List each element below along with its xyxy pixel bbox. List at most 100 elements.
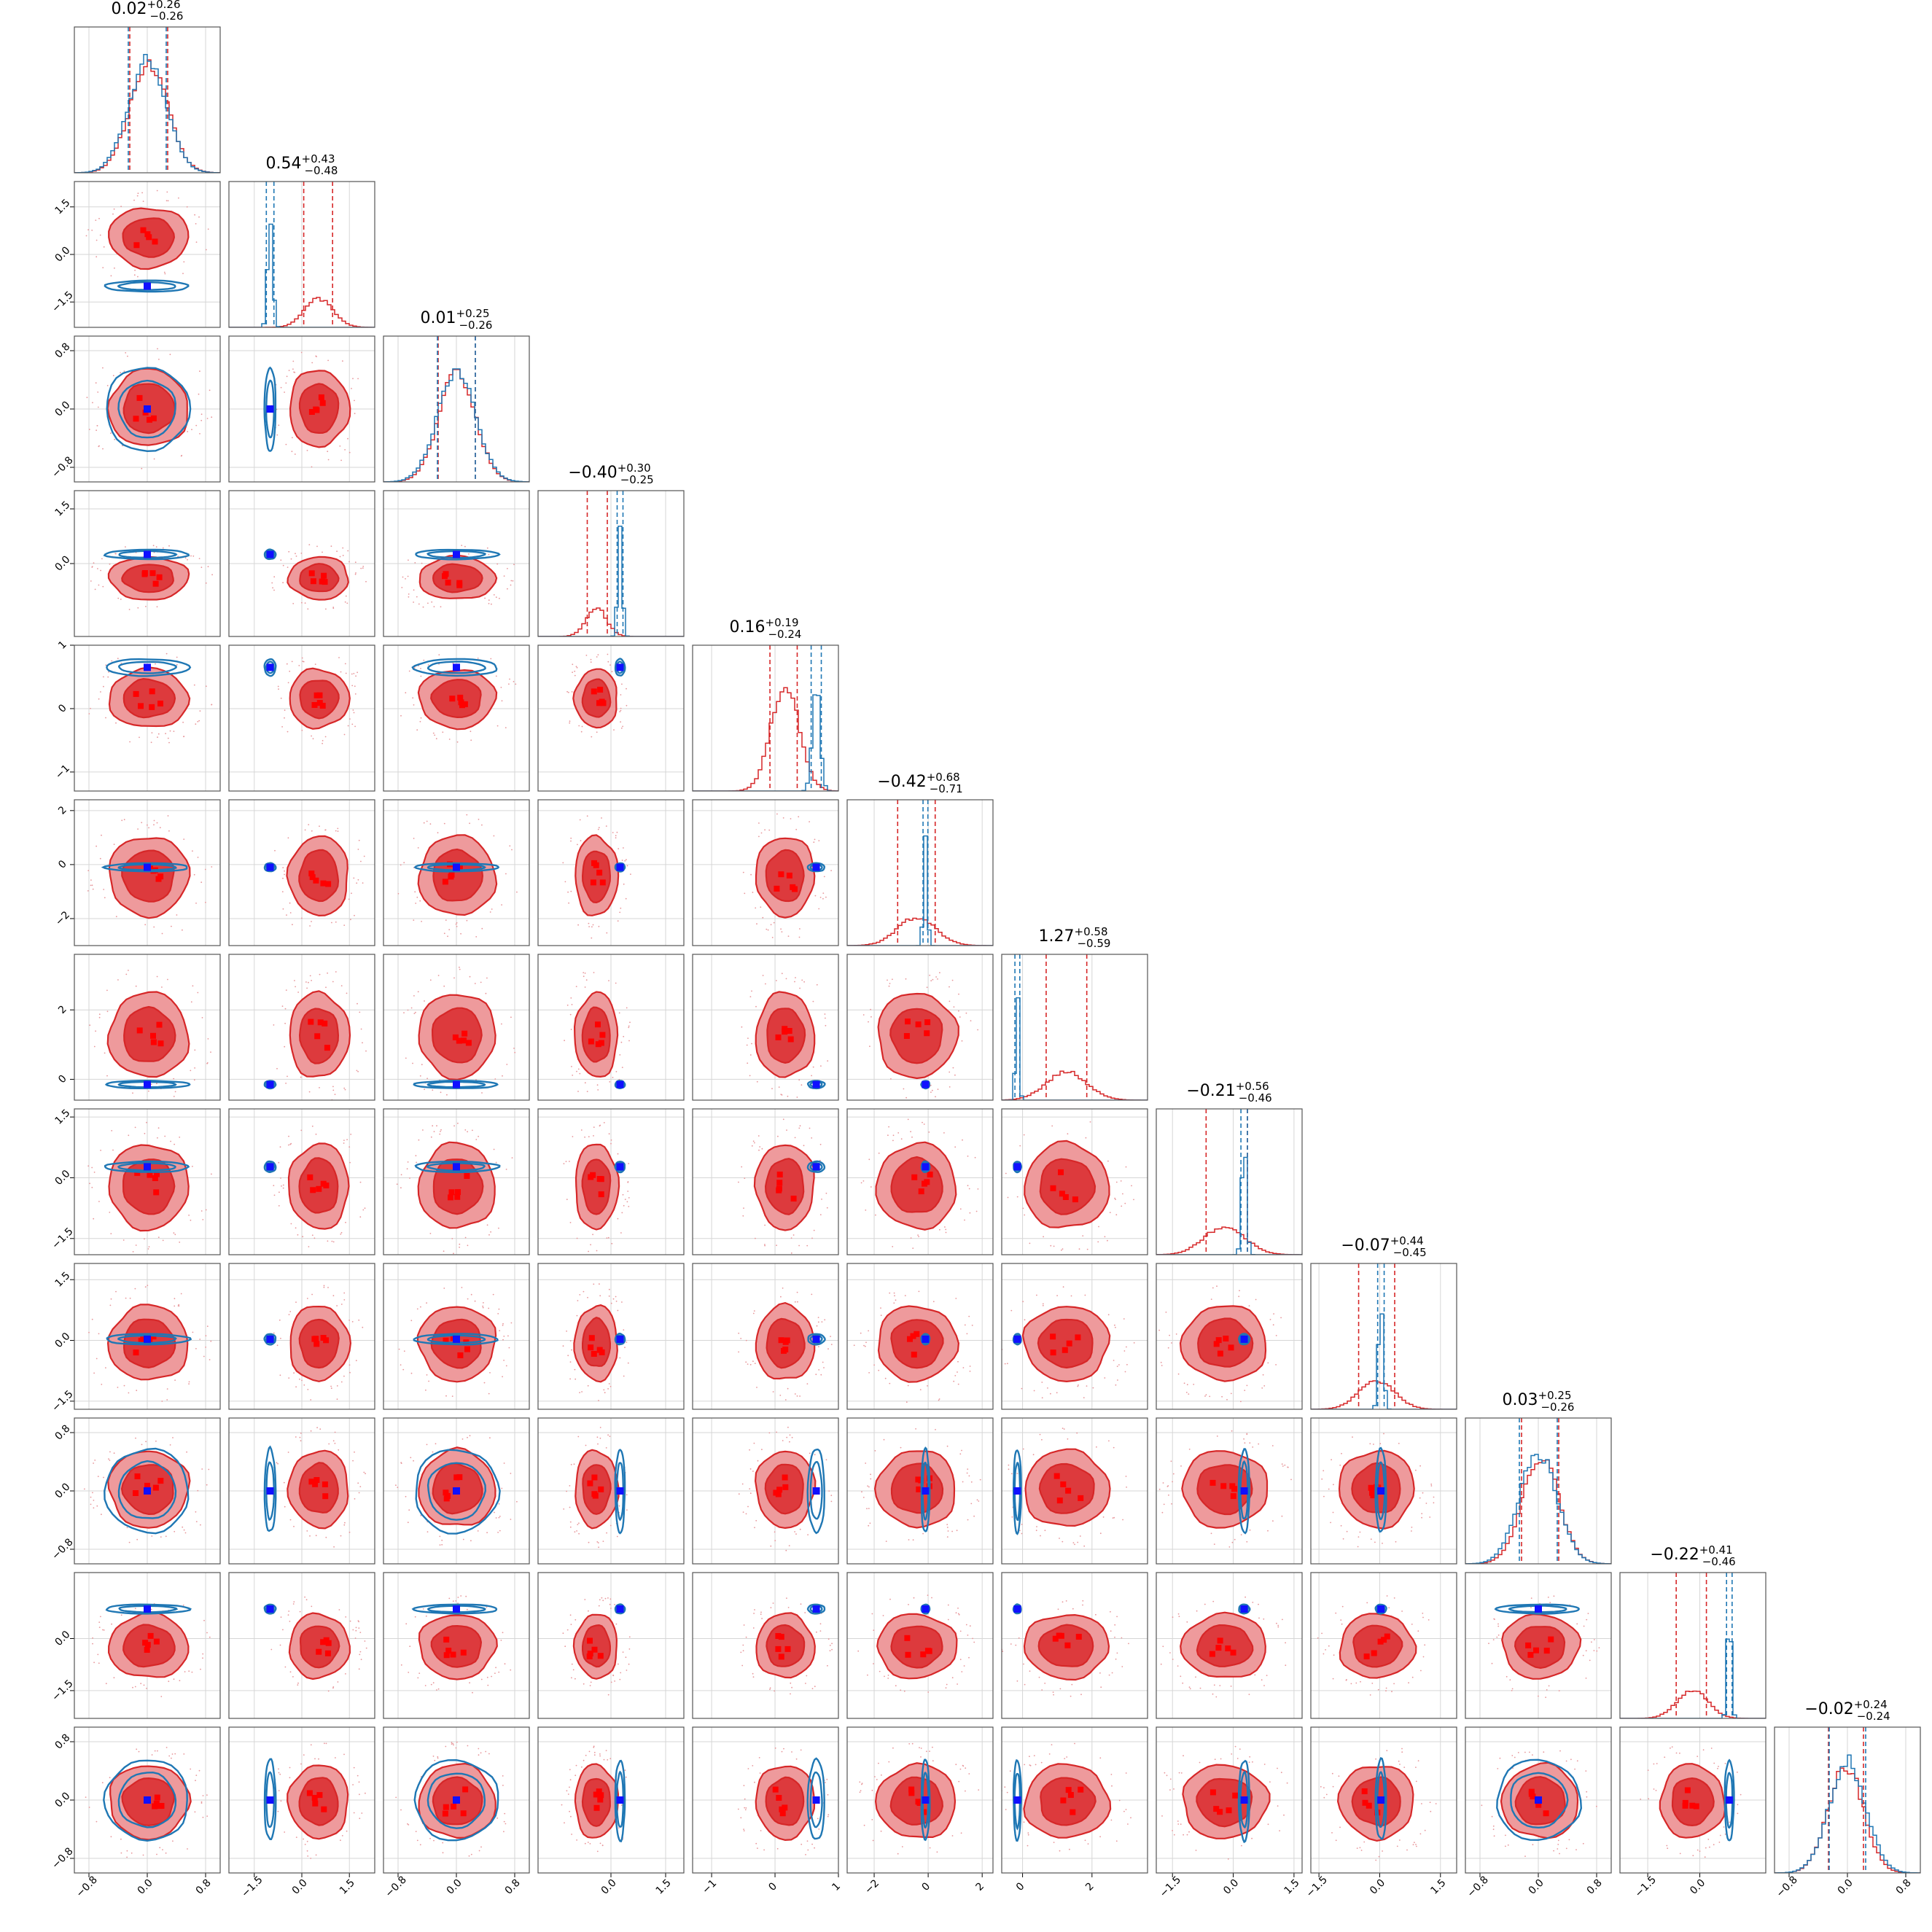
sample-dot (1332, 1511, 1334, 1514)
sample-dot (861, 1491, 862, 1493)
contour-panel-10-1 (228, 1572, 375, 1719)
y-tick-label: 0.0 (52, 553, 72, 573)
sample-dot (1342, 1538, 1344, 1540)
sample-dot (102, 267, 104, 268)
sample-dot (129, 741, 131, 743)
sample-dot (1216, 1436, 1218, 1437)
sample-dot (312, 738, 314, 740)
sample-dot (311, 466, 313, 468)
sample-dot (747, 1363, 749, 1365)
sample-dot (488, 1307, 490, 1309)
sample-dot (192, 1166, 193, 1167)
sample-dot (352, 1460, 354, 1462)
marker-red (911, 1174, 918, 1180)
sample-dot (1038, 1676, 1040, 1678)
sample-dot (857, 1650, 860, 1652)
sample-dot (1231, 1430, 1233, 1432)
sample-dot (358, 1668, 360, 1670)
sample-dot (273, 1024, 275, 1026)
sample-dot (503, 575, 505, 577)
sample-dot (596, 1436, 599, 1438)
sample-dot (193, 684, 195, 686)
sample-dot (1021, 1524, 1023, 1525)
sample-dot (295, 1836, 297, 1839)
sample-dot (1589, 1659, 1591, 1662)
sample-dot (292, 437, 293, 439)
sample-dot (1024, 1214, 1026, 1216)
sample-dot (1524, 1751, 1526, 1753)
sample-dot (420, 717, 422, 719)
sample-dot (1226, 1398, 1228, 1401)
sample-dot (750, 873, 752, 876)
sample-dot (598, 1546, 599, 1549)
sample-dot (1713, 1762, 1715, 1764)
sample-dot (1497, 1623, 1499, 1625)
marker-red (158, 1803, 165, 1809)
sample-dot (590, 1681, 592, 1683)
sample-dot (413, 995, 415, 997)
marker-red (787, 1036, 794, 1043)
sample-dot (574, 1619, 577, 1621)
marker-red (449, 696, 456, 702)
sample-dot (1401, 1610, 1403, 1612)
sample-dot (567, 1793, 569, 1795)
sample-dot (310, 1744, 312, 1746)
sample-dot (344, 449, 346, 451)
sample-dot (470, 1293, 472, 1296)
sample-dot (1024, 1319, 1026, 1321)
sample-dot (951, 1835, 954, 1836)
sample-dot (1023, 1663, 1024, 1665)
sample-dot (332, 1686, 335, 1688)
sample-dot (284, 1008, 287, 1010)
sample-dot (738, 1493, 740, 1495)
sample-dot (749, 1363, 752, 1366)
contour-red-inner (581, 678, 612, 718)
sample-dot (895, 1685, 897, 1687)
sample-dot (1415, 1780, 1417, 1783)
sample-dot (757, 1135, 760, 1137)
sample-dot (314, 1758, 316, 1760)
histogram-panel-3-3: −0.40+0.30 −0.25 (537, 461, 685, 637)
marker-red (157, 701, 163, 706)
sample-dot (787, 1607, 790, 1608)
sample-dot (135, 1244, 137, 1246)
marker-blue (922, 1487, 930, 1495)
sample-dot (160, 1696, 163, 1697)
sample-dot (1497, 1634, 1500, 1636)
sample-dot (311, 921, 312, 922)
sample-dot (975, 1210, 978, 1212)
sample-dot (1667, 1847, 1669, 1850)
sample-dot (1085, 1137, 1087, 1139)
sample-dot (1169, 1652, 1171, 1654)
marker-red (598, 1486, 604, 1492)
sample-dot (351, 1321, 354, 1323)
marker-red (593, 1791, 599, 1798)
marker-red (1215, 1645, 1222, 1651)
sample-dot (205, 582, 207, 584)
sample-dot (324, 736, 327, 738)
sample-dot (745, 1513, 747, 1515)
sample-dot (800, 1749, 802, 1751)
contour-red-inner (581, 1006, 611, 1063)
sample-dot (483, 1382, 486, 1384)
sample-dot (1241, 1845, 1242, 1847)
x-tick-label: −0.8 (1774, 1874, 1799, 1899)
histogram-panel-9-9: 0.03+0.25 −0.26 (1465, 1389, 1612, 1565)
sample-dot (487, 1684, 489, 1686)
sample-dot (354, 685, 356, 688)
marker-red (133, 1490, 139, 1496)
sample-dot (585, 655, 588, 656)
marker-red (1361, 1788, 1368, 1794)
sample-dot (434, 1759, 436, 1761)
sample-dot (166, 1388, 168, 1390)
sample-dot (152, 545, 155, 547)
sample-dot (977, 1029, 978, 1031)
sample-dot (587, 1842, 589, 1843)
sample-dot (1053, 1694, 1054, 1696)
sample-dot (456, 925, 458, 927)
sample-dot (332, 607, 335, 609)
sample-dot (1240, 1401, 1242, 1403)
sample-dot (979, 1479, 981, 1481)
contour-blue-outer (1374, 1603, 1387, 1615)
sample-dot (1095, 1613, 1097, 1616)
